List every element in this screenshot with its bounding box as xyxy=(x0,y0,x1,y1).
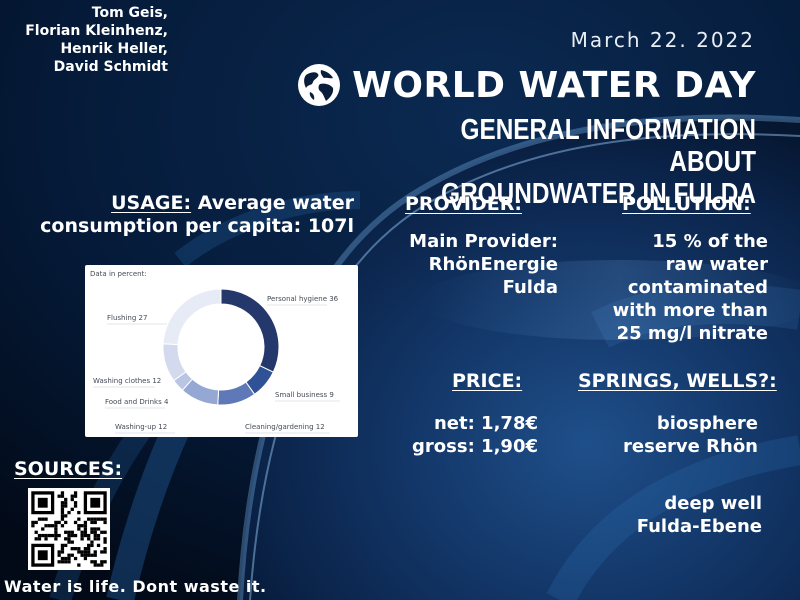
price-heading: PRICE: xyxy=(452,370,523,392)
author-name: Tom Geis, xyxy=(91,5,168,21)
springs-text-deep-well: deep well Fulda-Ebene xyxy=(596,492,762,538)
springs-line: reserve Rhön xyxy=(623,436,758,457)
price-text: net: 1,78€ gross: 1,90€ xyxy=(388,412,538,458)
author-list: Tom Geis, Florian Kleinhenz, Henrik Hell… xyxy=(0,4,168,76)
price-net: net: 1,78€ xyxy=(433,413,538,434)
provider-line: RhönEnergie xyxy=(428,254,558,275)
pollution-line: 25 mg/l nitrate xyxy=(616,323,768,344)
title-row: WORLD WATER DAY xyxy=(272,60,756,110)
author-name: David Schmidt xyxy=(53,59,168,75)
usage-section: USAGE: Average water consumption per cap… xyxy=(12,192,354,238)
water-usage-chart: Data in percent: Personal hygiene 36 Smal… xyxy=(85,265,358,437)
subtitle: GENERAL INFORMATION ABOUT GROUNDWATER IN… xyxy=(440,114,756,210)
provider-text: Main Provider: RhönEnergie Fulda xyxy=(380,230,558,299)
springs-line: Fulda-Ebene xyxy=(636,516,762,537)
donut-slice-flushing xyxy=(162,288,222,346)
qr-code-icon[interactable] xyxy=(28,488,110,570)
donut-chart-svg: Data in percent: Personal hygiene 36 Smal… xyxy=(90,270,340,434)
pollution-line: 15 % of the xyxy=(652,231,768,252)
pollution-heading: POLLUTION: xyxy=(622,193,751,215)
springs-line: deep well xyxy=(664,493,762,514)
pollution-line: contaminated xyxy=(627,277,768,298)
slice-label: Food and Drinks 4 xyxy=(105,398,169,406)
provider-line: Fulda xyxy=(502,277,558,298)
usage-heading: USAGE: xyxy=(111,192,192,214)
chart-title: Data in percent: xyxy=(90,270,147,278)
springs-heading: SPRINGS, WELLS?: xyxy=(578,370,777,392)
usage-text: Average water consumption per capita: 10… xyxy=(40,192,354,237)
page-title: WORLD WATER DAY xyxy=(352,64,756,106)
slice-label: Small business 9 xyxy=(275,391,334,399)
pollution-line: with more than xyxy=(612,300,768,321)
slice-label: Cleaning/gardening 12 xyxy=(245,423,325,431)
springs-line: biosphere xyxy=(656,413,758,434)
pollution-text: 15 % of the raw water contaminated with … xyxy=(580,230,768,345)
slice-label: Washing-up 12 xyxy=(115,423,167,431)
provider-heading: PROVIDER: xyxy=(405,193,522,215)
subtitle-line: GROUNDWATER IN FULDA xyxy=(441,178,756,210)
provider-line: Main Provider: xyxy=(409,231,558,252)
pollution-line: raw water xyxy=(665,254,768,275)
slogan: Water is life. Dont waste it. xyxy=(4,577,267,596)
price-gross: gross: 1,90€ xyxy=(412,436,538,457)
sources-heading: SOURCES: xyxy=(14,458,123,480)
globe-icon xyxy=(298,64,341,106)
event-date: March 22. 2022 xyxy=(570,28,755,52)
slice-label: Washing clothes 12 xyxy=(93,377,161,385)
slice-label: Personal hygiene 36 xyxy=(267,295,339,303)
author-name: Henrik Heller, xyxy=(60,41,168,57)
author-name: Florian Kleinhenz, xyxy=(25,23,168,39)
subtitle-line: GENERAL INFORMATION ABOUT xyxy=(460,114,756,178)
springs-text-biosphere: biosphere reserve Rhön xyxy=(596,412,758,458)
slice-label: Flushing 27 xyxy=(107,314,147,322)
